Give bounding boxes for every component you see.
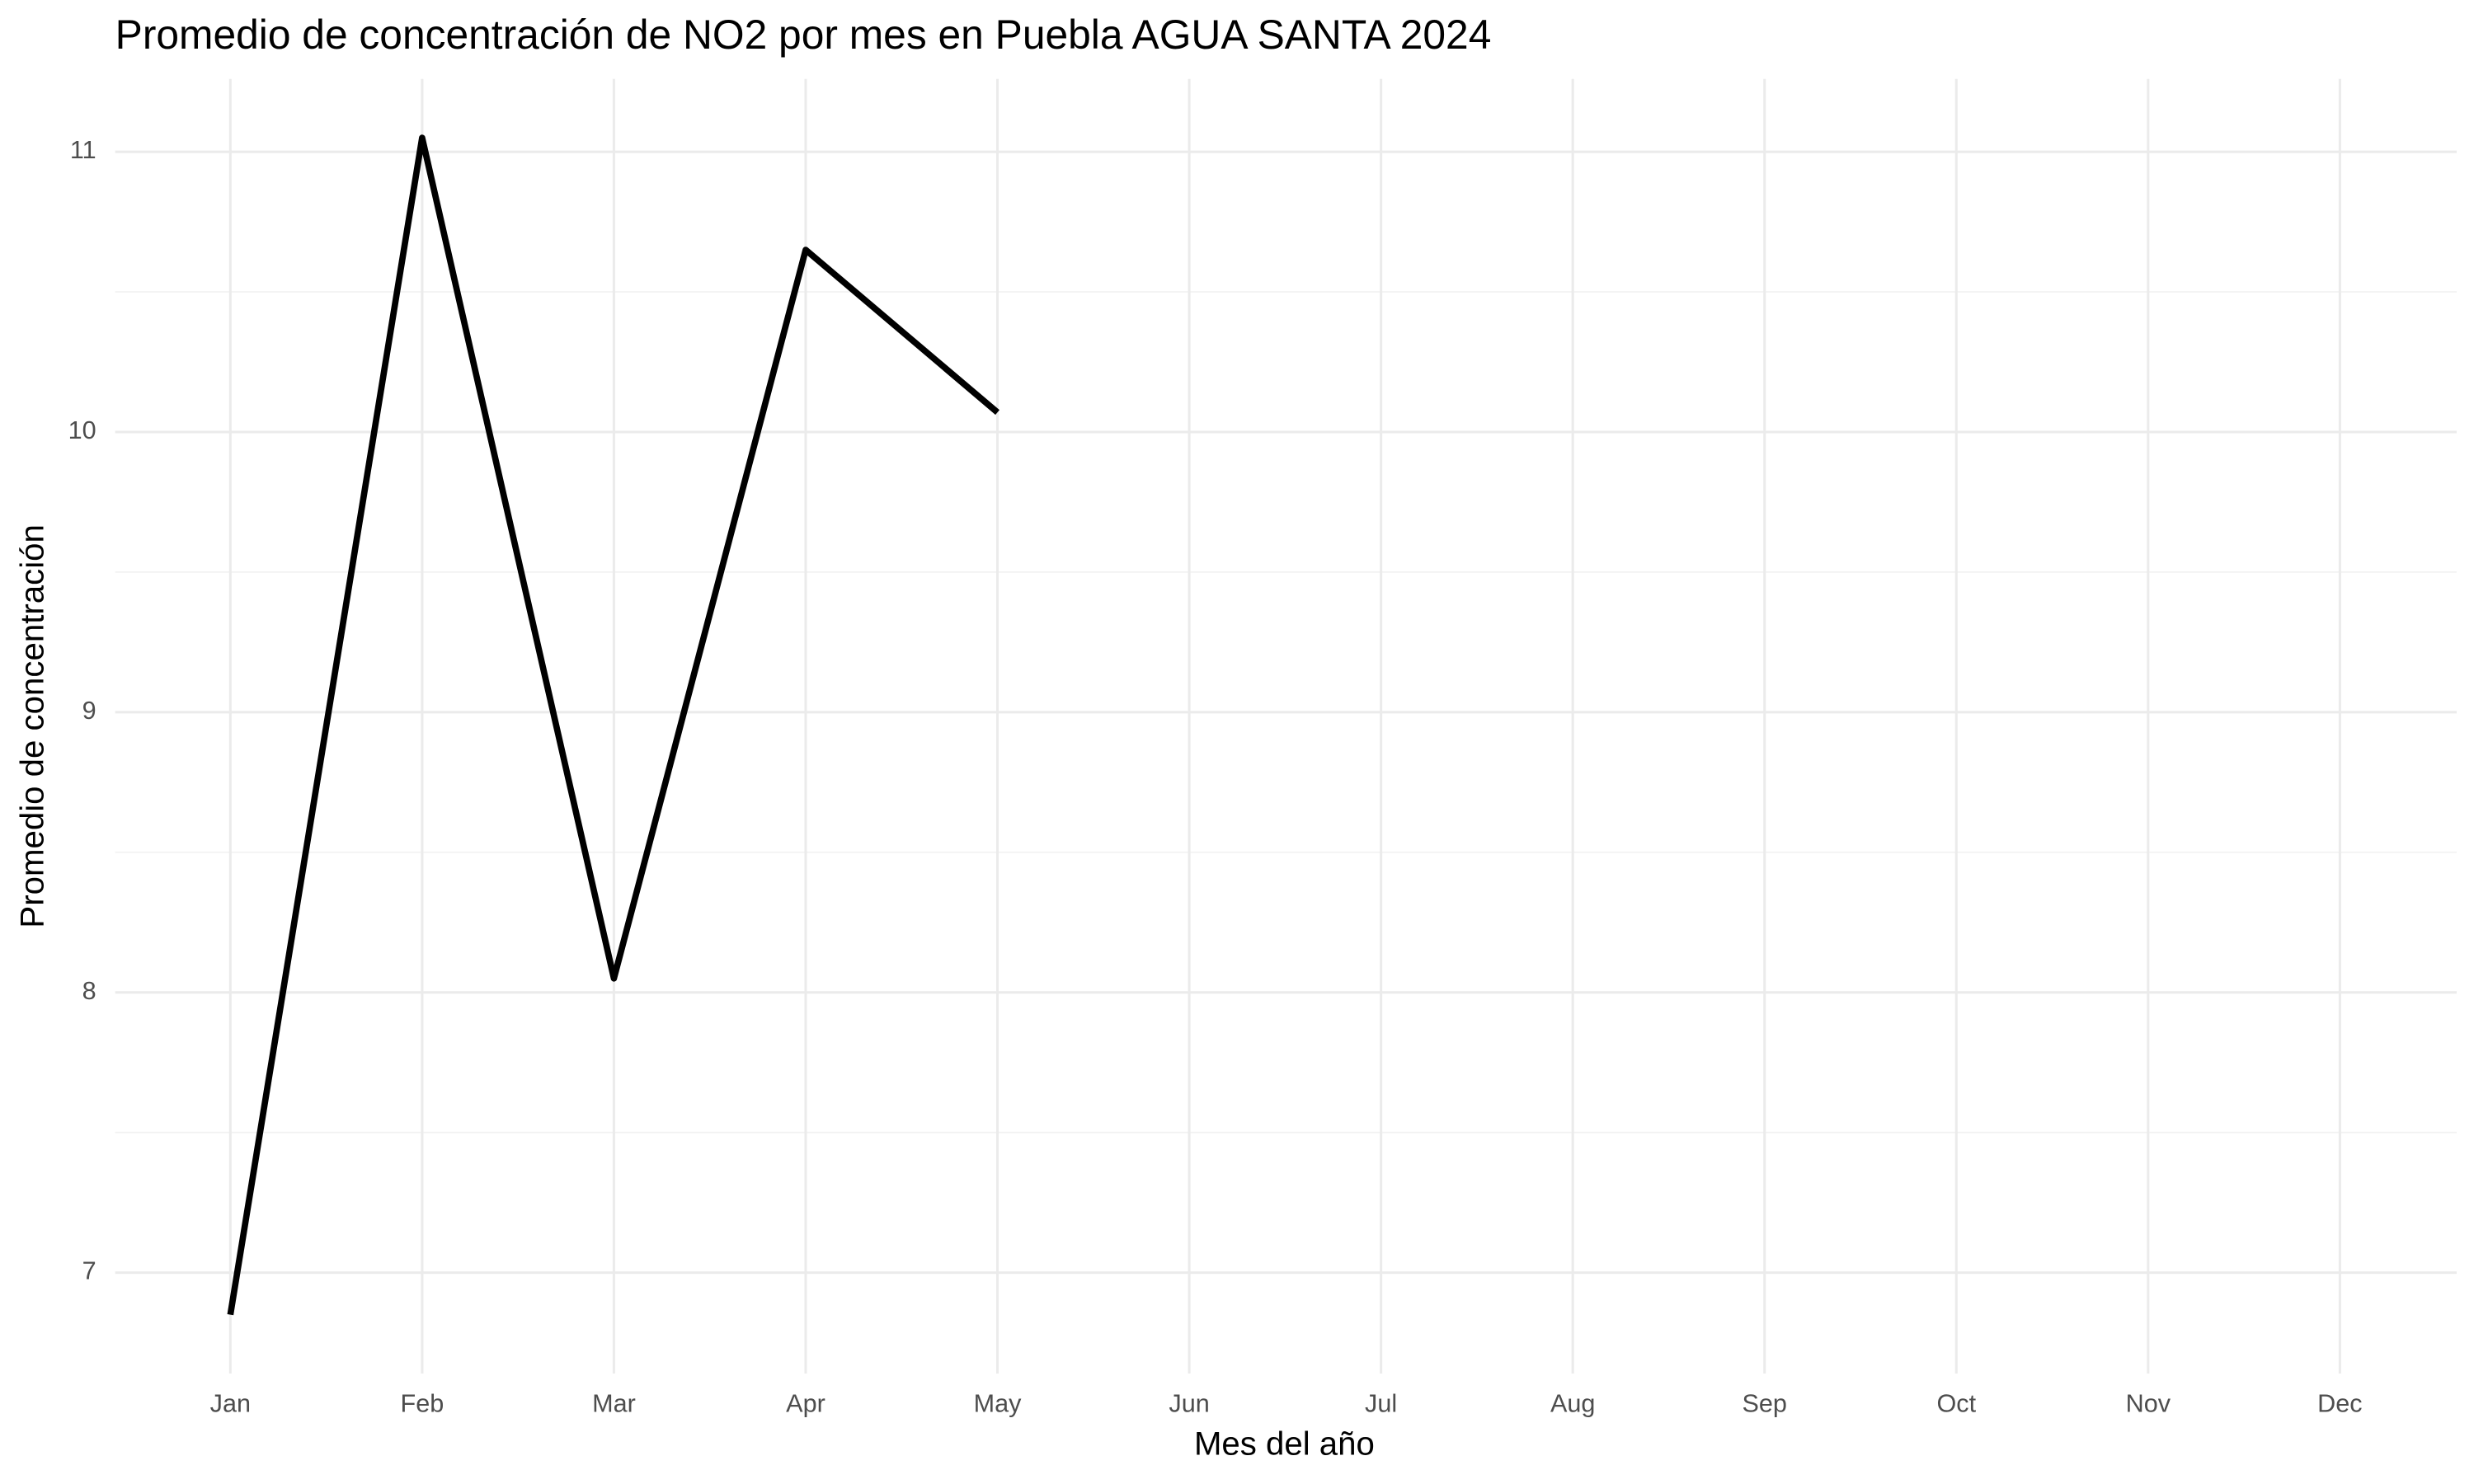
x-axis-title: Mes del año xyxy=(1194,1425,1375,1463)
x-tick-label: Jan xyxy=(210,1389,251,1417)
x-tick-label: Jul xyxy=(1365,1389,1397,1417)
data-line xyxy=(227,134,1000,1316)
x-tick-label: Oct xyxy=(1936,1389,1976,1417)
y-tick-label: 8 xyxy=(82,977,96,1005)
x-tick-label: Aug xyxy=(1550,1389,1595,1417)
y-tick-label: 7 xyxy=(82,1257,96,1285)
y-tick-label: 10 xyxy=(68,416,96,444)
x-tick-label: Feb xyxy=(401,1389,444,1417)
x-tick-label: May xyxy=(974,1389,1022,1417)
x-tick-label: Sep xyxy=(1743,1389,1787,1417)
x-tick-label: Apr xyxy=(786,1389,825,1417)
x-tick-label: Nov xyxy=(2126,1389,2171,1417)
y-axis-title: Promedio de concentración xyxy=(14,524,51,928)
y-tick-label: 11 xyxy=(70,136,96,164)
y-tick-label: 9 xyxy=(82,697,96,725)
x-tick-label: Mar xyxy=(592,1389,636,1417)
chart-title: Promedio de concentración de NO2 por mes… xyxy=(115,12,1492,58)
x-tick-label: Jun xyxy=(1169,1389,1209,1417)
x-tick-label: Dec xyxy=(2317,1389,2362,1417)
